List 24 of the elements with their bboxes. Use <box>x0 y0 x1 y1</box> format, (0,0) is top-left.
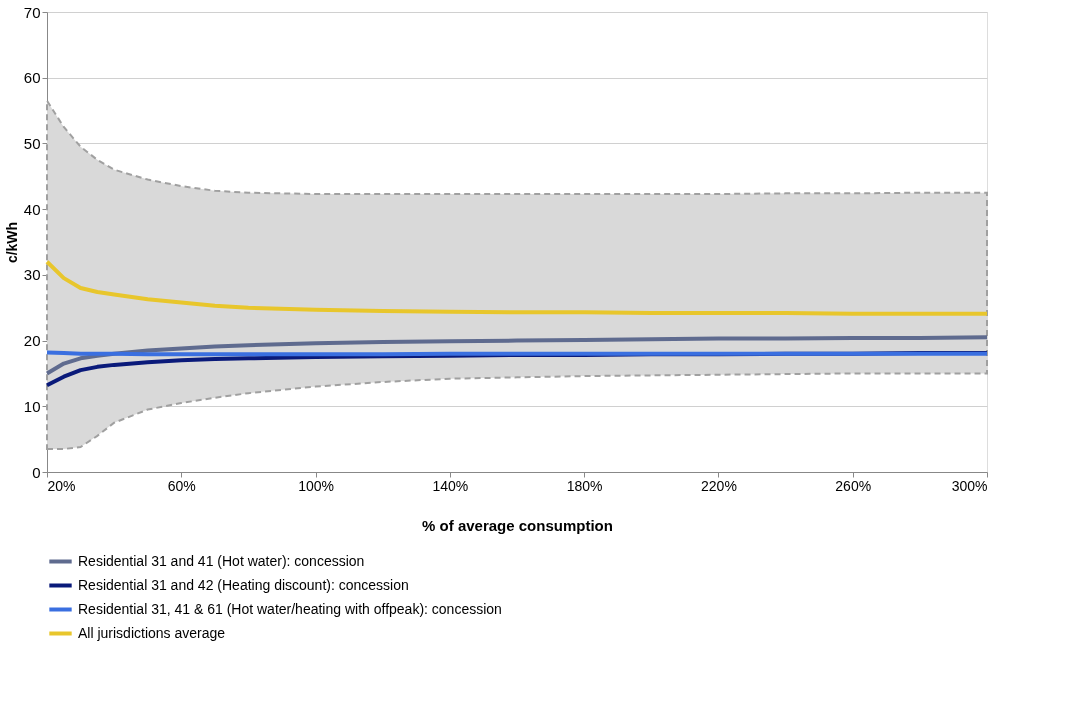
x-tick-label: 180% <box>566 477 603 494</box>
x-tick-label: 60% <box>167 477 196 494</box>
y-axis-title: c/kWh <box>3 221 20 264</box>
x-tick-label: 20% <box>47 477 76 494</box>
x-tick-label: 140% <box>432 477 469 494</box>
y-tick-label: 30 <box>23 266 41 284</box>
legend-label: Residential 31, 41 & 61 (Hot water/heating with offpeak): concession <box>78 600 502 617</box>
y-tick-label: 0 <box>32 463 41 481</box>
y-tick-label: 40 <box>23 200 41 218</box>
x-tick-label: 260% <box>835 477 872 494</box>
y-tick-label: 20 <box>23 332 41 350</box>
legend-label: Residential 31 and 42 (Heating discount): concession <box>78 576 409 593</box>
y-tick-label: 70 <box>23 3 41 21</box>
legend-label: Residential 31 and 41 (Hot water): concession <box>78 552 365 569</box>
line-series <box>45 259 989 316</box>
y-tick-label: 50 <box>23 134 41 152</box>
y-tick-label: 60 <box>23 69 41 87</box>
x-tick-label: 100% <box>298 477 334 494</box>
y-tick-label: 10 <box>23 397 41 415</box>
x-axis-title: % of average consumption <box>422 516 613 534</box>
line-series <box>45 335 989 376</box>
x-tick-label: 300% <box>951 477 988 494</box>
legend-label: All jurisdictions average <box>78 624 226 641</box>
x-tick-label: 220% <box>701 477 737 494</box>
